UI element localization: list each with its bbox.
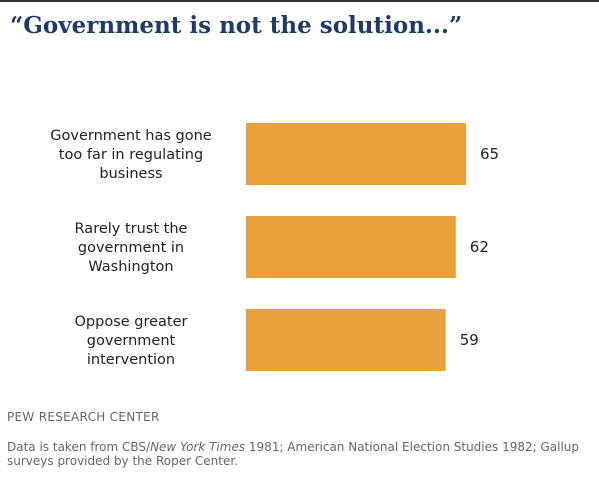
category-label-2: Rarely trust the government in Washington (75, 221, 188, 275)
bar-3 (246, 309, 446, 371)
note-italic: New York Times (150, 440, 246, 454)
bar-1 (246, 123, 466, 185)
value-label-3: 59 (460, 331, 479, 349)
top-rule (0, 0, 599, 2)
note-suffix: 1981; American National Election Studies… (7, 440, 580, 468)
bar-chart: 65 Government has gone too far in regulati… (50, 123, 499, 371)
data-note: Data is taken from CBS/New York Times 19… (7, 440, 587, 468)
value-label-1: 65 (480, 145, 499, 163)
source-label: PEW RESEARCH CENTER (7, 410, 160, 424)
category-label-3: Oppose greater government intervention (75, 314, 188, 368)
value-label-2: 62 (470, 238, 489, 256)
chart-title: “Government is not the solution...” (10, 12, 463, 39)
bar-2 (246, 216, 456, 278)
note-prefix: Data is taken from CBS/ (7, 440, 151, 454)
category-label-1: Government has gone too far in regulating… (50, 128, 212, 182)
